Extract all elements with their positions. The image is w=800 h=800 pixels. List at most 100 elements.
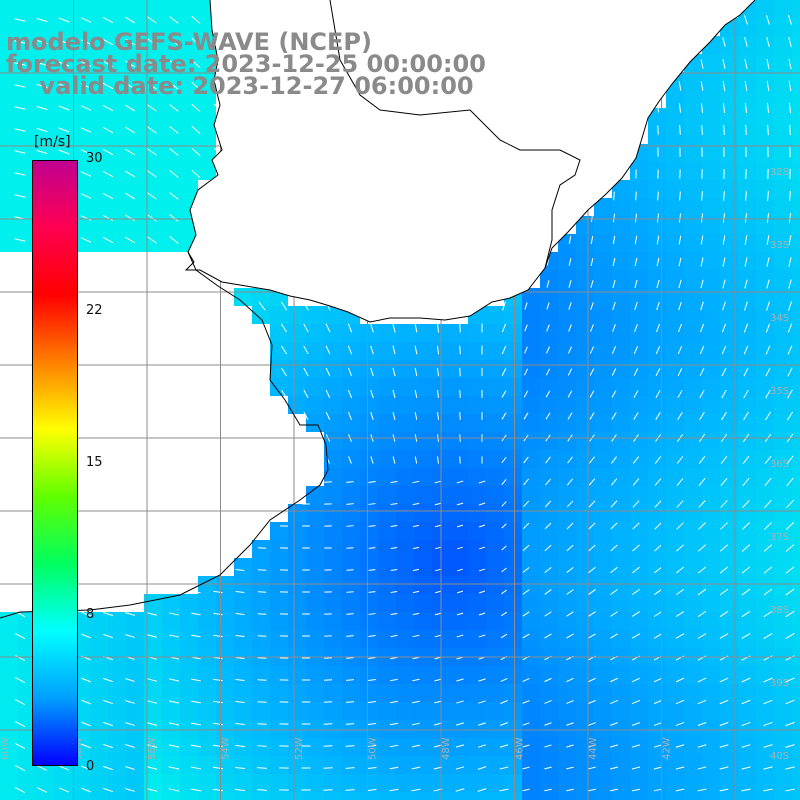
field-cell (162, 0, 180, 18)
field-cell (558, 288, 576, 306)
lon-label: 52W (294, 737, 305, 760)
field-cell (540, 468, 558, 486)
wind-arrow (213, 678, 223, 682)
wind-arrow (634, 301, 638, 311)
wind-arrow (370, 389, 374, 399)
field-cell (630, 522, 648, 540)
wind-arrow (147, 104, 157, 112)
field-cell (72, 144, 90, 162)
wind-arrow (459, 323, 461, 333)
wind-arrow (345, 723, 355, 725)
field-cell (216, 666, 234, 684)
wind-arrow (124, 148, 136, 156)
field-cell (486, 576, 504, 594)
wind-arrow (390, 524, 398, 528)
wind-arrow (719, 544, 729, 552)
field-cell (36, 126, 54, 144)
field-cell (198, 126, 216, 144)
field-cell (666, 540, 684, 558)
field-cell (720, 396, 738, 414)
field-cell (144, 738, 162, 756)
field-cell (756, 360, 774, 378)
wind-arrow (257, 745, 267, 747)
wind-arrow (81, 699, 91, 705)
wind-arrow (544, 478, 552, 486)
wind-arrow (501, 390, 507, 398)
field-cell (0, 612, 18, 630)
field-cell (576, 216, 594, 234)
field-cell (594, 702, 612, 720)
wind-arrow (719, 677, 729, 683)
field-cell (558, 468, 576, 486)
field-cell (522, 396, 540, 414)
field-cell (504, 720, 522, 738)
wind-arrow (124, 16, 136, 24)
wind-arrow (653, 633, 663, 639)
field-cell (684, 342, 702, 360)
field-cell (216, 774, 234, 792)
field-cell (18, 720, 36, 738)
field-cell (108, 72, 126, 90)
field-cell (702, 198, 720, 216)
field-cell (414, 774, 432, 792)
field-cell (360, 504, 378, 522)
field-cell (702, 90, 720, 108)
field-cell (792, 792, 800, 800)
wind-arrow (235, 591, 245, 593)
field-cell (342, 468, 360, 486)
field-cell (702, 576, 720, 594)
wind-arrow (566, 566, 574, 574)
wind-arrow (741, 766, 751, 770)
field-cell (108, 90, 126, 108)
field-cell (252, 756, 270, 774)
wind-arrow (147, 236, 157, 244)
wind-arrow (522, 700, 530, 704)
field-cell (18, 54, 36, 72)
field-cell (396, 432, 414, 450)
field-cell (774, 522, 792, 540)
wind-arrow (370, 367, 374, 377)
field-cell (486, 432, 504, 450)
wind-arrow (191, 612, 201, 616)
field-cell (72, 792, 90, 800)
field-cell (576, 558, 594, 576)
wind-arrow (785, 677, 795, 683)
field-cell (594, 360, 612, 378)
field-cell (576, 306, 594, 324)
wind-arrow (434, 634, 442, 638)
field-cell (450, 684, 468, 702)
field-cell (594, 774, 612, 792)
wind-arrow (766, 58, 770, 70)
wind-arrow (719, 633, 729, 639)
wind-arrow (80, 171, 92, 177)
field-cell (18, 684, 36, 702)
field-cell (738, 378, 756, 396)
field-cell (792, 756, 800, 774)
field-cell (612, 342, 630, 360)
field-cell (324, 504, 342, 522)
wind-arrow (722, 37, 726, 47)
field-cell (522, 432, 540, 450)
wind-arrow (169, 16, 179, 24)
field-cell (756, 270, 774, 288)
wind-arrow (785, 588, 795, 596)
field-cell (756, 486, 774, 504)
wind-arrow (789, 124, 791, 136)
field-cell (504, 702, 522, 720)
field-cell (594, 720, 612, 738)
field-cell (162, 108, 180, 126)
field-cell (576, 594, 594, 612)
wind-arrow (697, 766, 707, 770)
field-cell (594, 756, 612, 774)
field-cell (756, 630, 774, 648)
wind-arrow (786, 499, 794, 509)
field-cell (756, 540, 774, 558)
field-cell (486, 558, 504, 576)
wind-arrow (125, 634, 135, 638)
field-cell (414, 594, 432, 612)
field-cell (558, 558, 576, 576)
field-cell (738, 180, 756, 198)
field-cell (522, 306, 540, 324)
field-cell (594, 234, 612, 252)
